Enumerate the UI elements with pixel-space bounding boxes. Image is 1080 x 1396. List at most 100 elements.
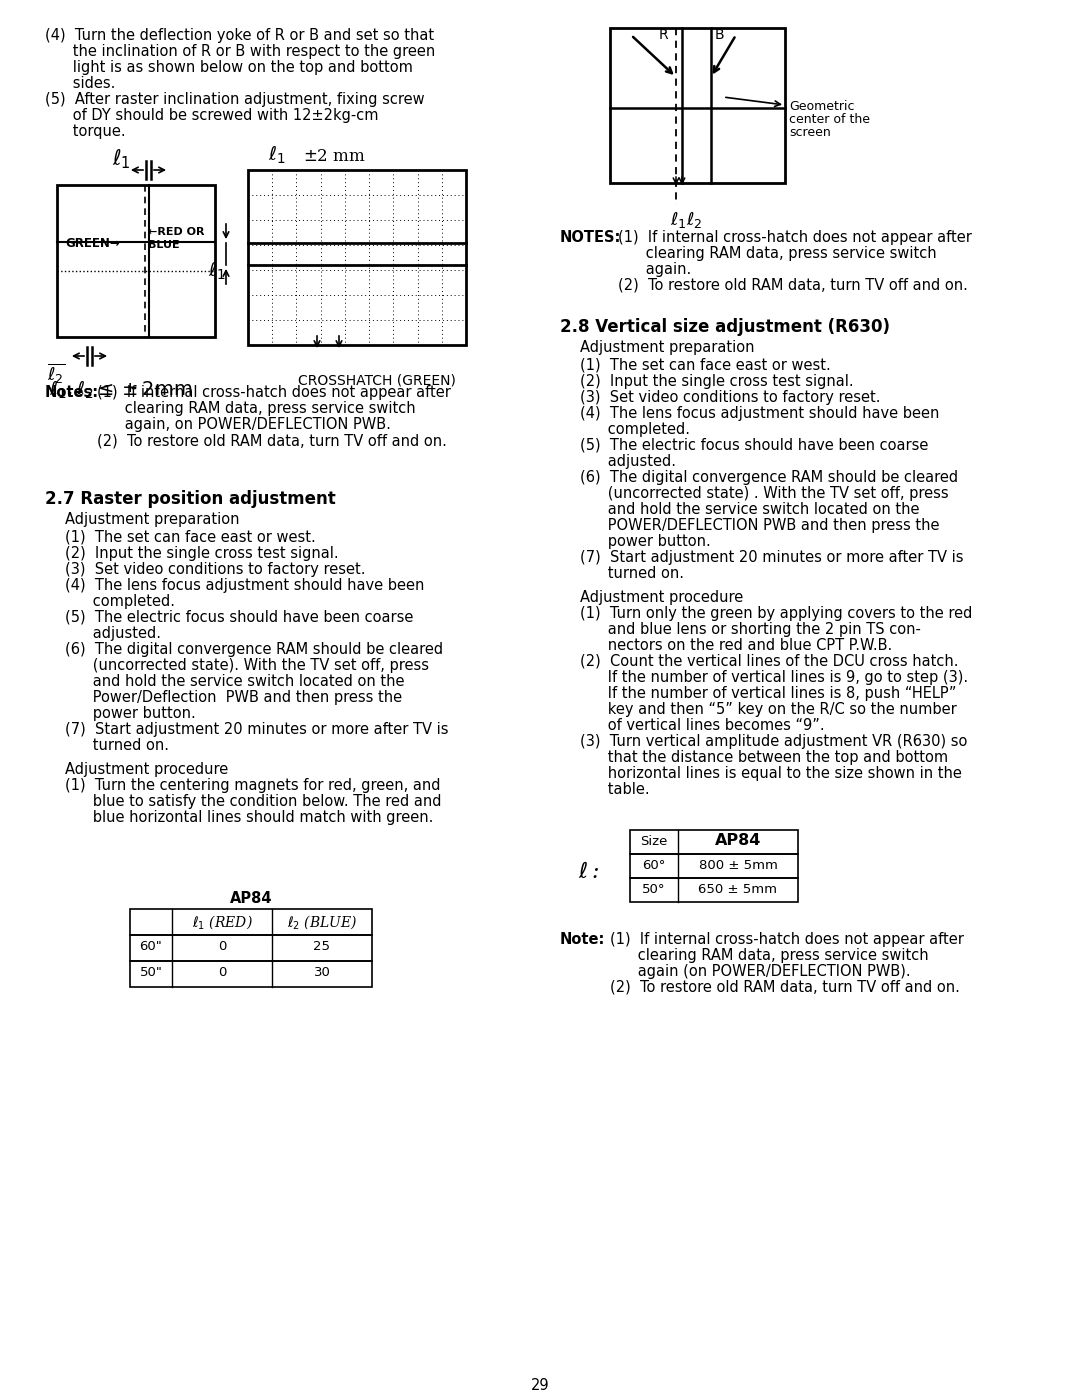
Text: (6)  The digital convergence RAM should be cleared: (6) The digital convergence RAM should b… <box>65 642 443 658</box>
Bar <box>630 878 798 902</box>
Text: again, on POWER/DEFLECTION PWB.: again, on POWER/DEFLECTION PWB. <box>97 417 391 431</box>
Text: completed.: completed. <box>580 422 690 437</box>
Text: (1)  Turn only the green by applying covers to the red: (1) Turn only the green by applying cove… <box>580 606 972 621</box>
Text: If the number of vertical lines is 8, push “HELP”: If the number of vertical lines is 8, pu… <box>580 685 957 701</box>
Bar <box>130 909 372 935</box>
Text: (uncorrected state) . With the TV set off, press: (uncorrected state) . With the TV set of… <box>580 486 948 501</box>
Bar <box>630 854 798 878</box>
Text: (7)  Start adjustment 20 minutes or more after TV is: (7) Start adjustment 20 minutes or more … <box>65 722 448 737</box>
Text: and hold the service switch located on the: and hold the service switch located on t… <box>65 674 405 690</box>
Bar <box>610 28 785 183</box>
Text: blue to satisfy the condition below. The red and: blue to satisfy the condition below. The… <box>65 794 442 810</box>
Text: AP84: AP84 <box>230 891 272 906</box>
Text: $\ell_2$: $\ell_2$ <box>686 209 702 230</box>
Text: and blue lens or shorting the 2 pin TS con-: and blue lens or shorting the 2 pin TS c… <box>580 623 921 637</box>
Text: 30: 30 <box>313 966 330 979</box>
Text: sides.: sides. <box>45 75 116 91</box>
Bar <box>630 831 798 854</box>
Text: (5)  The electric focus should have been coarse: (5) The electric focus should have been … <box>65 610 414 625</box>
Text: $\ell_1$ (RED): $\ell_1$ (RED) <box>191 913 253 931</box>
Text: R: R <box>659 28 669 42</box>
Text: completed.: completed. <box>65 595 175 609</box>
Text: B: B <box>715 28 725 42</box>
Text: ←RED OR: ←RED OR <box>148 228 204 237</box>
Text: adjusted.: adjusted. <box>65 625 161 641</box>
Text: (1)  Turn the centering magnets for red, green, and: (1) Turn the centering magnets for red, … <box>65 778 441 793</box>
Text: NOTES:: NOTES: <box>561 230 621 246</box>
Text: clearing RAM data, press service switch: clearing RAM data, press service switch <box>610 948 929 963</box>
Text: 60°: 60° <box>643 859 665 872</box>
Text: 650 ± 5mm: 650 ± 5mm <box>699 884 778 896</box>
Text: (4)  The lens focus adjustment should have been: (4) The lens focus adjustment should hav… <box>65 578 424 593</box>
Text: POWER/DEFLECTION PWB and then press the: POWER/DEFLECTION PWB and then press the <box>580 518 940 533</box>
Text: of DY should be screwed with 12±2kg-cm: of DY should be screwed with 12±2kg-cm <box>45 107 378 123</box>
Text: 50°: 50° <box>643 884 665 896</box>
Text: (3)  Set video conditions to factory reset.: (3) Set video conditions to factory rese… <box>580 389 880 405</box>
Text: $\pm$2 mm: $\pm$2 mm <box>303 148 366 165</box>
Text: (1)  If internal cross-hatch does not appear after: (1) If internal cross-hatch does not app… <box>97 385 450 401</box>
Text: again (on POWER/DEFLECTION PWB).: again (on POWER/DEFLECTION PWB). <box>610 965 910 979</box>
Text: (3)  Turn vertical amplitude adjustment VR (R630) so: (3) Turn vertical amplitude adjustment V… <box>580 734 968 750</box>
Text: $\ell\,$:: $\ell\,$: <box>578 861 599 884</box>
Text: (uncorrected state). With the TV set off, press: (uncorrected state). With the TV set off… <box>65 658 429 673</box>
Text: (2)  To restore old RAM data, turn TV off and on.: (2) To restore old RAM data, turn TV off… <box>610 980 960 995</box>
Text: (5)  After raster inclination adjustment, fixing screw: (5) After raster inclination adjustment,… <box>45 92 424 107</box>
Text: 800 ± 5mm: 800 ± 5mm <box>699 859 778 872</box>
Text: Note:: Note: <box>561 933 606 946</box>
Text: GREEN→: GREEN→ <box>65 237 120 250</box>
Text: (3)  Set video conditions to factory reset.: (3) Set video conditions to factory rese… <box>65 563 365 577</box>
Text: (2)  Count the vertical lines of the DCU cross hatch.: (2) Count the vertical lines of the DCU … <box>580 653 959 669</box>
Text: turned on.: turned on. <box>65 738 168 752</box>
Text: Adjustment procedure: Adjustment procedure <box>580 591 743 604</box>
Text: Power/Deflection  PWB and then press the: Power/Deflection PWB and then press the <box>65 690 402 705</box>
Text: (2)  Input the single cross test signal.: (2) Input the single cross test signal. <box>65 546 339 561</box>
Text: If the number of vertical lines is 9, go to step (3).: If the number of vertical lines is 9, go… <box>580 670 968 685</box>
Bar <box>248 170 465 345</box>
Text: (2)  To restore old RAM data, turn TV off and on.: (2) To restore old RAM data, turn TV off… <box>618 278 968 293</box>
Text: $\ell_1$: $\ell_1$ <box>112 147 131 170</box>
Text: horizontal lines is equal to the size shown in the: horizontal lines is equal to the size sh… <box>580 766 962 780</box>
Text: (1)  The set can face east or west.: (1) The set can face east or west. <box>65 530 315 544</box>
Text: $\ell_2$ (BLUE): $\ell_2$ (BLUE) <box>287 913 357 931</box>
Text: 2.7 Raster position adjustment: 2.7 Raster position adjustment <box>45 490 336 508</box>
Text: 0: 0 <box>218 966 226 979</box>
Text: $\ell_1$: $\ell_1$ <box>670 209 687 230</box>
Text: adjusted.: adjusted. <box>580 454 676 469</box>
Text: that the distance between the top and bottom: that the distance between the top and bo… <box>580 750 948 765</box>
Text: power button.: power button. <box>580 535 711 549</box>
Text: Geometric: Geometric <box>789 101 854 113</box>
Bar <box>57 186 215 336</box>
Text: center of the: center of the <box>789 113 870 126</box>
Text: AP84: AP84 <box>715 833 761 847</box>
Text: the inclination of R or B with respect to the green: the inclination of R or B with respect t… <box>45 45 435 59</box>
Text: Notes:: Notes: <box>45 385 99 401</box>
Text: 29: 29 <box>530 1378 550 1393</box>
Bar <box>130 960 372 987</box>
Text: 25: 25 <box>313 940 330 953</box>
Text: nectors on the red and blue CPT P.W.B.: nectors on the red and blue CPT P.W.B. <box>580 638 892 653</box>
Text: of vertical lines becomes “9”.: of vertical lines becomes “9”. <box>580 718 825 733</box>
Text: turned on.: turned on. <box>580 565 684 581</box>
Text: (1)  If internal cross-hatch does not appear after: (1) If internal cross-hatch does not app… <box>610 933 963 946</box>
Text: 50": 50" <box>139 966 162 979</box>
Text: Adjustment preparation: Adjustment preparation <box>580 341 755 355</box>
Text: BLUE: BLUE <box>148 240 179 250</box>
Text: key and then “5” key on the R/C so the number: key and then “5” key on the R/C so the n… <box>580 702 957 718</box>
Text: power button.: power button. <box>65 706 195 720</box>
Text: (1)  The set can face east or west.: (1) The set can face east or west. <box>580 357 831 373</box>
Text: (1)  If internal cross-hatch does not appear after: (1) If internal cross-hatch does not app… <box>618 230 972 246</box>
Text: $\ell_1$: $\ell_1$ <box>208 260 226 282</box>
Text: $\overline{\ell_2}$: $\overline{\ell_2}$ <box>48 362 65 385</box>
Text: 0: 0 <box>218 940 226 953</box>
Text: (2)  To restore old RAM data, turn TV off and on.: (2) To restore old RAM data, turn TV off… <box>97 433 447 448</box>
Text: blue horizontal lines should match with green.: blue horizontal lines should match with … <box>65 810 433 825</box>
Text: Size: Size <box>640 835 667 847</box>
Text: (4)  The lens focus adjustment should have been: (4) The lens focus adjustment should hav… <box>580 406 940 422</box>
Text: clearing RAM data, press service switch: clearing RAM data, press service switch <box>618 246 936 261</box>
Text: (7)  Start adjustment 20 minutes or more after TV is: (7) Start adjustment 20 minutes or more … <box>580 550 963 565</box>
Text: (2)  Input the single cross test signal.: (2) Input the single cross test signal. <box>580 374 853 389</box>
Text: and hold the service switch located on the: and hold the service switch located on t… <box>580 503 919 517</box>
Text: table.: table. <box>580 782 650 797</box>
Text: $\ell_1,\ell_2\leq\pm2\mathrm{mm}$: $\ell_1,\ell_2\leq\pm2\mathrm{mm}$ <box>49 378 192 401</box>
Bar <box>130 935 372 960</box>
